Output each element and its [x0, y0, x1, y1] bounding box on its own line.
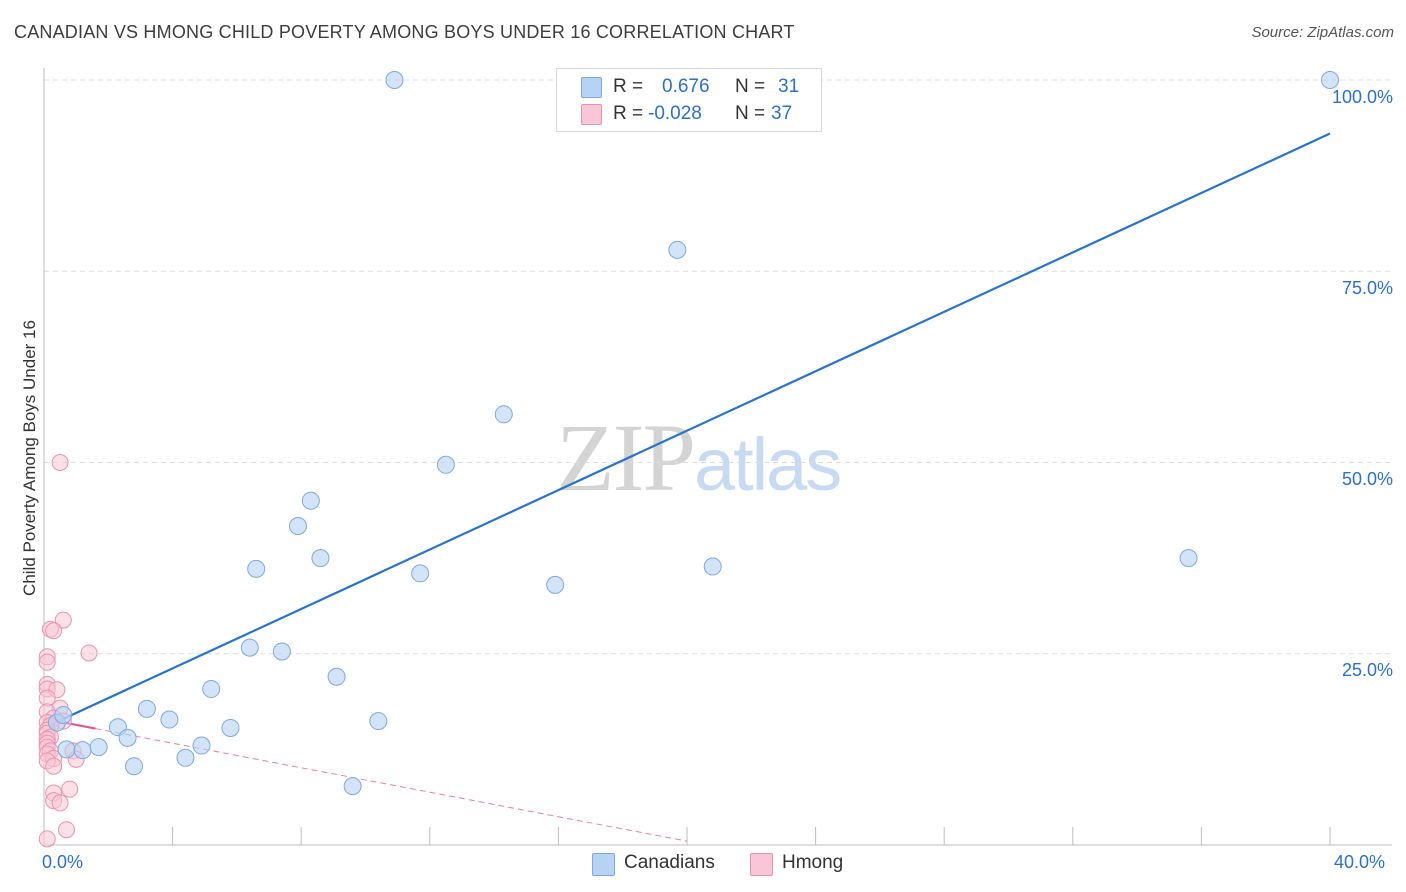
canadians-point-30 — [1179, 549, 1198, 568]
hmong-point-3 — [45, 622, 63, 640]
hmong-swatch — [581, 104, 602, 125]
y-tick-label-75: 75.0% — [1341, 278, 1393, 298]
hmong-point-35 — [38, 830, 56, 848]
canadians-point-28 — [668, 240, 687, 259]
axes — [43, 68, 1392, 846]
hmong-r-value: -0.028 — [648, 103, 702, 124]
canadians-point-4 — [89, 738, 108, 757]
r-label: R = — [613, 76, 644, 97]
canadians-legend-swatch — [592, 853, 615, 876]
canadians-point-11 — [192, 736, 211, 755]
hmong-legend-swatch — [750, 853, 773, 876]
canadians-point-24 — [411, 564, 430, 583]
source-label: Source: ZipAtlas.com — [1251, 24, 1394, 41]
stats-legend: R = 0.676 N = 31 R = -0.028 N = 37 — [556, 68, 822, 132]
x-tick-label-min: 0.0% — [42, 852, 84, 872]
hmong-point-34 — [58, 821, 76, 839]
hmong-trend-line-dashed — [95, 728, 688, 842]
canadians-point-2 — [57, 740, 76, 759]
canadians-point-31 — [1321, 71, 1339, 89]
hmong-n-value: 37 — [771, 103, 793, 124]
watermark: ZIPatlas — [556, 402, 842, 513]
hmong-point-1 — [54, 611, 72, 629]
y-tick-label-100: 100.0% — [1331, 87, 1393, 107]
watermark-atlas: atlas — [694, 423, 842, 506]
canadians-point-15 — [240, 638, 259, 657]
canadians-point-7 — [125, 757, 144, 776]
hmong-point-0 — [51, 454, 69, 471]
canadians-point-22 — [369, 712, 388, 731]
r-label: R = — [613, 103, 644, 124]
hmong-point-4 — [80, 644, 98, 662]
canadians-point-8 — [137, 699, 156, 718]
hmong-point-29 — [45, 757, 63, 775]
canadians-point-6 — [118, 728, 137, 747]
y-tick-label-25: 25.0% — [1341, 660, 1393, 680]
n-label: N = — [735, 76, 766, 97]
canadians-point-23 — [385, 71, 404, 89]
canadians-trend-line — [53, 132, 1331, 725]
canadians-swatch — [581, 77, 602, 98]
hmong-legend-label: Hmong — [782, 852, 844, 873]
canadians-point-18 — [301, 491, 320, 510]
canadians-point-26 — [494, 405, 513, 424]
canadians-point-3 — [73, 741, 92, 760]
canadians-n-value: 31 — [778, 76, 800, 97]
hmong-point-33 — [51, 794, 69, 812]
canadians-point-12 — [202, 679, 221, 698]
y-tick-label-50: 50.0% — [1341, 469, 1393, 489]
trend-lines — [43, 132, 1331, 842]
hmong-point-6 — [38, 653, 56, 671]
canadians-point-1 — [54, 705, 73, 724]
canadians-point-29 — [703, 557, 722, 576]
data-points — [38, 71, 1339, 848]
canadians-point-21 — [343, 777, 362, 796]
watermark-zip: ZIP — [556, 404, 696, 511]
canadians-point-17 — [288, 516, 307, 535]
canadians-point-14 — [247, 559, 266, 578]
canadians-r-value: 0.676 — [662, 76, 710, 97]
hmong-point-30 — [61, 780, 79, 798]
canadians-point-9 — [160, 710, 179, 729]
canadians-legend-label: Canadians — [624, 852, 715, 873]
canadians-point-20 — [327, 667, 346, 686]
n-label: N = — [735, 103, 766, 124]
canadians-point-10 — [176, 748, 195, 767]
canadians-point-16 — [272, 642, 291, 661]
canadians-point-19 — [311, 549, 330, 568]
canadians-point-25 — [436, 455, 455, 474]
canadians-point-27 — [546, 575, 565, 594]
chart-title: CANADIAN VS HMONG CHILD POVERTY AMONG BO… — [14, 22, 795, 42]
x-tick-label-max: 40.0% — [1334, 852, 1386, 872]
canadians-point-13 — [221, 718, 240, 737]
